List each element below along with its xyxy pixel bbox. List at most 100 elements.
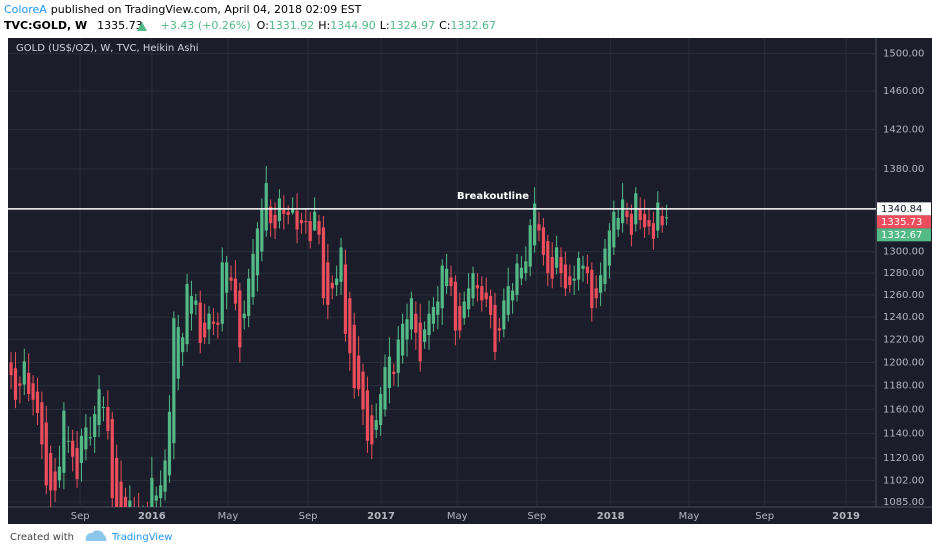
candle-body	[374, 420, 378, 430]
y-tick-label: 1460.00	[883, 86, 924, 97]
candle-body	[57, 466, 62, 481]
candle-body	[546, 241, 550, 274]
price-tag	[877, 215, 931, 229]
candle-body	[22, 361, 26, 385]
candle-body	[123, 496, 128, 507]
candle-body	[506, 286, 510, 315]
candle-body	[75, 448, 79, 480]
y-tick-label: 1102.00	[883, 475, 924, 486]
candle-body	[357, 355, 361, 390]
chart-background	[8, 38, 932, 524]
candle-body	[572, 278, 576, 281]
candle-body	[317, 221, 321, 235]
candle-body	[647, 220, 651, 227]
candle-body	[229, 277, 233, 281]
candle-body	[291, 208, 295, 213]
x-tick-label: 2019	[832, 511, 860, 522]
price-tag-label: 1332.67	[881, 230, 922, 241]
candle-body	[458, 305, 462, 331]
symbol: TVC:GOLD, W	[4, 19, 87, 32]
candle-body	[150, 477, 154, 507]
candle-body	[629, 213, 633, 235]
candle-body	[282, 209, 286, 214]
published: published on TradingView.com, April 04, …	[51, 3, 362, 16]
candle-body	[467, 288, 471, 310]
candle-body	[189, 296, 194, 314]
candle-body	[462, 301, 466, 319]
candle-body	[436, 301, 440, 315]
candle-body	[216, 322, 220, 325]
candle-body	[445, 268, 449, 287]
candle-body	[348, 298, 352, 354]
annotation: Breakoutline	[457, 191, 529, 202]
candle-body	[44, 422, 48, 486]
author[interactable]: ColoreA	[4, 3, 47, 16]
candle-body	[264, 183, 268, 231]
candle-body	[414, 313, 418, 333]
y-tick-label: 1500.00	[883, 49, 924, 60]
candle-body	[172, 318, 176, 444]
header-line: ColoreA published on TradingView.com, Apr…	[4, 3, 362, 16]
ohlc-value: 1324.97	[390, 19, 436, 32]
candle-body	[590, 269, 594, 309]
candle-body	[330, 282, 334, 289]
candle-body	[555, 247, 559, 268]
footer-brand[interactable]: TradingView	[111, 532, 172, 543]
candle-body	[620, 199, 625, 224]
candle-body	[625, 210, 629, 217]
candle-body	[603, 248, 607, 284]
candle-body	[489, 296, 493, 315]
candle-body	[13, 368, 18, 400]
price-tag	[877, 202, 931, 216]
candle-body	[335, 278, 339, 286]
candle-body	[93, 414, 97, 438]
ohlc: O:1331.92 H:1344.90 L:1324.97 C:1332.67	[257, 19, 496, 32]
candle-body	[251, 253, 255, 298]
up-arrow	[137, 22, 147, 31]
x-tick-label: Sep	[299, 511, 318, 522]
overlays: 1085.00 1102.00 1120.00 1140.00 1160.00 1180.…	[8, 49, 931, 522]
candle-body	[550, 256, 554, 279]
candle-body	[638, 208, 642, 221]
candle-body	[128, 500, 132, 507]
candle-body	[418, 322, 422, 362]
y-tick-label: 1140.00	[883, 428, 924, 439]
candle-body	[453, 281, 458, 331]
candle-body	[511, 290, 515, 301]
candle-body	[88, 437, 92, 439]
x-tick-label: 2016	[138, 511, 166, 522]
candle-body	[387, 356, 392, 389]
candle-body	[559, 256, 563, 274]
candle-body	[343, 264, 348, 334]
ohlc-label: L:	[380, 19, 390, 32]
candle-body	[365, 390, 370, 441]
candle-body	[651, 223, 655, 239]
y-tick-label: 1085.00	[883, 497, 924, 508]
candle-body	[159, 485, 163, 499]
candle-body	[233, 278, 238, 304]
candle-body	[35, 391, 40, 413]
candle-body	[563, 264, 568, 289]
candle-body	[383, 367, 387, 410]
x-tick-label: Sep	[527, 511, 546, 522]
candle-body	[577, 258, 581, 280]
ohlc-label: H:	[318, 19, 330, 32]
candle-body	[115, 457, 119, 507]
candle-body	[31, 383, 35, 400]
y-tick-label: 1260.00	[883, 290, 924, 301]
candle-body	[255, 228, 260, 276]
candle-body	[361, 371, 365, 410]
price-tag-label: 1340.84	[881, 204, 922, 215]
y-tick-label: 1300.00	[883, 247, 924, 258]
candle-body	[238, 290, 242, 348]
candle-body	[286, 211, 290, 215]
candle-body	[431, 307, 436, 324]
candle-body	[440, 265, 444, 309]
price: 1335.73	[97, 19, 143, 32]
change: +3.43 (+0.26%)	[161, 19, 251, 32]
candle-body	[97, 389, 101, 425]
candle-body	[326, 262, 330, 305]
candle-body	[585, 266, 589, 274]
candle-body	[480, 286, 484, 301]
candle-body	[163, 460, 167, 492]
